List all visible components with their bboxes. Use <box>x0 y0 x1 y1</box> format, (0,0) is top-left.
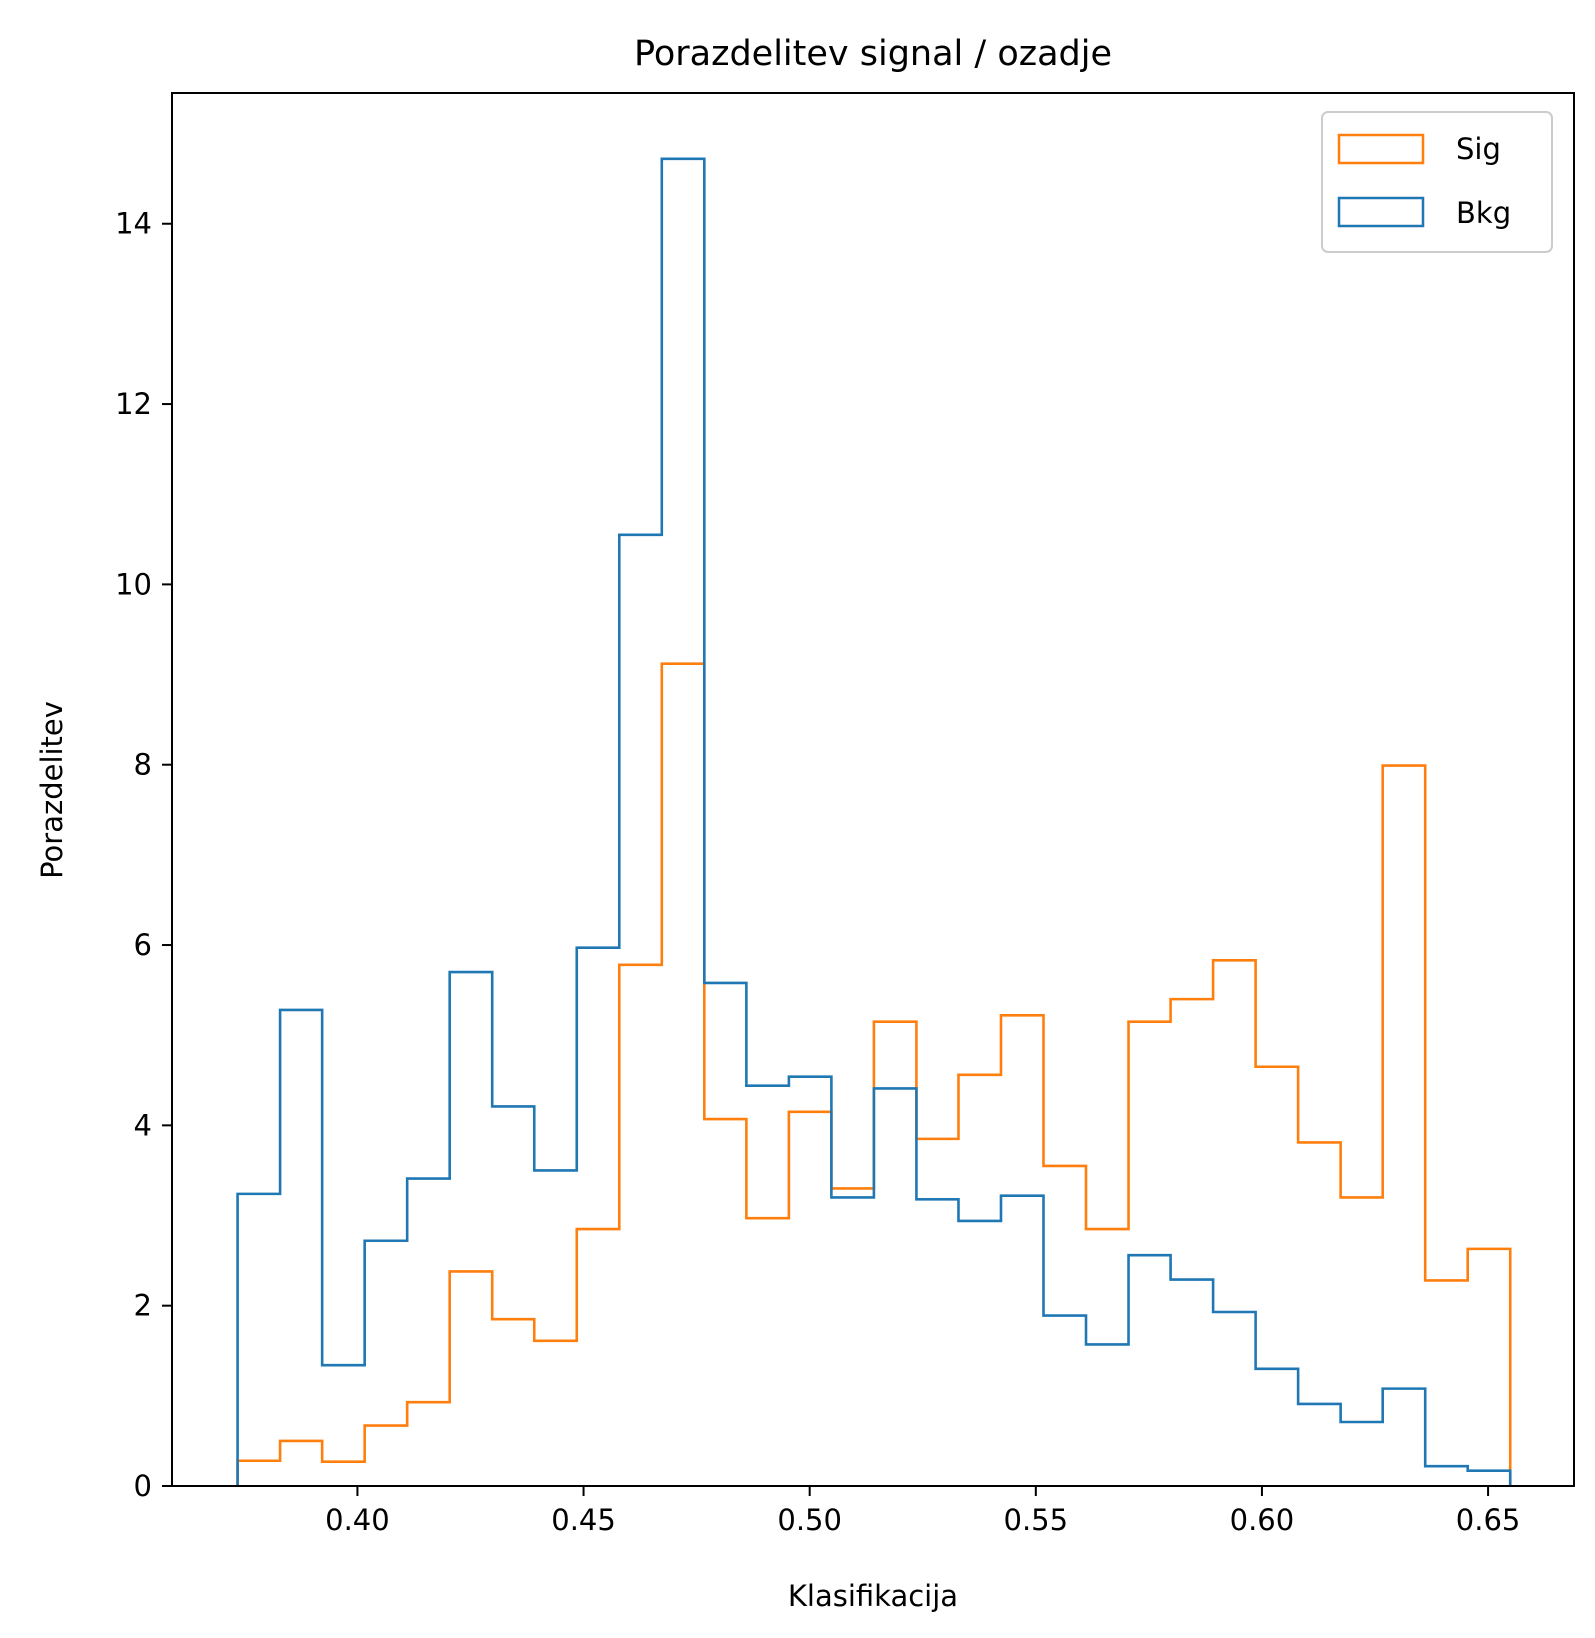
histogram-bin-bkg-16 <box>916 1199 958 1486</box>
histogram-bin-sig-29 <box>1468 1249 1511 1486</box>
histogram-bin-bkg-23 <box>1213 1312 1256 1486</box>
histogram-bin-bkg-20 <box>1086 1344 1129 1486</box>
x-tick-label: 0.65 <box>1456 1503 1521 1537</box>
histogram-bin-bkg-11 <box>704 983 746 1486</box>
legend-box <box>1321 111 1553 253</box>
legend-label-bkg: Bkg <box>1456 196 1511 230</box>
y-tick-label: 4 <box>134 1108 152 1142</box>
histogram-bin-bkg-3 <box>365 1241 408 1486</box>
y-tick-label: 0 <box>134 1469 152 1503</box>
x-tick-label: 0.45 <box>551 1503 616 1537</box>
x-axis: 0.40 0.45 0.50 0.55 0.60 0.65 <box>325 1486 1520 1537</box>
y-axis: 0 2 4 6 8 10 12 14 <box>115 207 172 1503</box>
y-tick-label: 10 <box>115 567 152 601</box>
x-tick-label: 0.50 <box>777 1503 842 1537</box>
histogram-outline-bkg <box>236 157 1512 1486</box>
histogram-bin-bkg-29 <box>1468 1471 1511 1486</box>
x-axis-label: Klasifikacija <box>788 1579 958 1613</box>
histogram-bin-bkg-9 <box>619 535 662 1486</box>
histogram-bin-bkg-2 <box>322 1365 365 1486</box>
y-tick-label: 8 <box>134 748 152 782</box>
histogram-bin-bkg-10 <box>662 159 705 1486</box>
x-tick-label: 0.40 <box>325 1503 390 1537</box>
histogram-bin-bkg-24 <box>1256 1369 1299 1486</box>
legend: Sig Bkg <box>1321 111 1553 253</box>
legend-swatch-bkg <box>1337 196 1425 228</box>
y-tick-label: 14 <box>115 207 152 241</box>
axes-frame <box>171 92 1575 1487</box>
x-tick-label: 0.60 <box>1230 1503 1295 1537</box>
histogram-bin-bkg-14 <box>831 1197 874 1486</box>
histogram-bin-bkg-22 <box>1171 1280 1214 1486</box>
histogram-bin-bkg-27 <box>1383 1389 1426 1486</box>
histogram-bin-bkg-7 <box>534 1170 577 1486</box>
chart-title: Porazdelitev signal / ozadje <box>634 34 1112 74</box>
histogram-bin-bkg-1 <box>280 1010 322 1486</box>
histogram-bin-bkg-25 <box>1298 1404 1341 1486</box>
y-axis-label: Porazdelitev <box>35 701 69 879</box>
histogram-bin-bkg-8 <box>577 948 620 1486</box>
y-tick-label: 2 <box>134 1289 152 1323</box>
histogram-bin-bkg-17 <box>958 1221 1001 1486</box>
series-layer <box>236 157 1512 1486</box>
histogram-bin-bkg-21 <box>1129 1255 1171 1486</box>
histogram-bin-sig-27 <box>1383 766 1426 1486</box>
histogram-bin-bkg-12 <box>746 1086 789 1486</box>
legend-swatch-sig <box>1337 133 1425 165</box>
histogram-bin-bkg-4 <box>407 1179 450 1486</box>
histogram-bin-bkg-13 <box>789 1077 832 1486</box>
histogram-bin-bkg-26 <box>1341 1422 1383 1486</box>
plot-area <box>172 93 1574 1486</box>
y-tick-label: 6 <box>134 928 152 962</box>
histogram-bin-sig-28 <box>1425 1280 1468 1486</box>
histogram-bin-bkg-19 <box>1044 1316 1087 1486</box>
legend-label-sig: Sig <box>1456 132 1501 166</box>
y-tick-label: 12 <box>115 387 152 421</box>
x-tick-label: 0.55 <box>1004 1503 1069 1537</box>
histogram-bin-bkg-18 <box>1001 1196 1044 1486</box>
histogram-bin-bkg-28 <box>1425 1466 1468 1486</box>
histogram-bin-bkg-5 <box>450 972 493 1486</box>
histogram-bin-bkg-6 <box>492 1106 534 1486</box>
histogram-bin-bkg-0 <box>238 1194 281 1486</box>
histogram-bin-bkg-15 <box>874 1088 917 1486</box>
